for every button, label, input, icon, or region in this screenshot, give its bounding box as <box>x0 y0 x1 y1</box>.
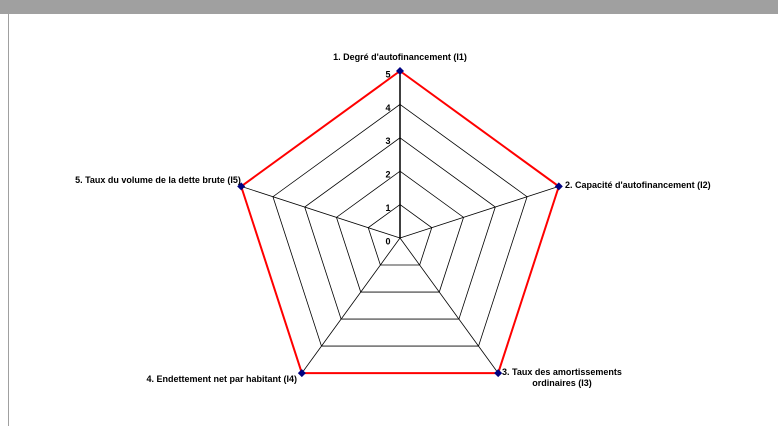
axis-label: 2. Capacité d'autofinancement (I2) <box>565 180 711 190</box>
axis-label: 4. Endettement net par habitant (I4) <box>146 374 297 384</box>
marker <box>237 182 246 191</box>
top-bar <box>0 0 778 14</box>
grid-ring <box>304 137 496 320</box>
radial-axis <box>241 186 401 239</box>
r-tick-label: 0 <box>385 236 390 246</box>
r-tick-label: 2 <box>385 170 390 180</box>
grid-ring <box>272 103 528 347</box>
r-tick-label: 5 <box>385 69 390 79</box>
series-line <box>239 69 561 375</box>
marker <box>554 182 563 191</box>
r-tick-label: 1 <box>385 203 390 213</box>
marker <box>396 67 404 75</box>
radial-axis <box>399 186 559 239</box>
r-tick-label: 4 <box>385 103 390 113</box>
grid-ring <box>367 204 433 266</box>
axis-label: 5. Taux du volume de la dette brute (I5) <box>75 175 241 185</box>
marker <box>297 369 306 378</box>
r-tick-label: 3 <box>385 136 390 146</box>
axis-label: 1. Degré d'autofinancement (I1) <box>333 52 467 62</box>
radial-axis <box>399 237 499 374</box>
axis-label: 3. Taux des amortissements ordinaires (I… <box>502 367 622 388</box>
marker <box>494 369 503 378</box>
radial-axis <box>301 237 401 374</box>
grid-ring <box>335 170 465 293</box>
